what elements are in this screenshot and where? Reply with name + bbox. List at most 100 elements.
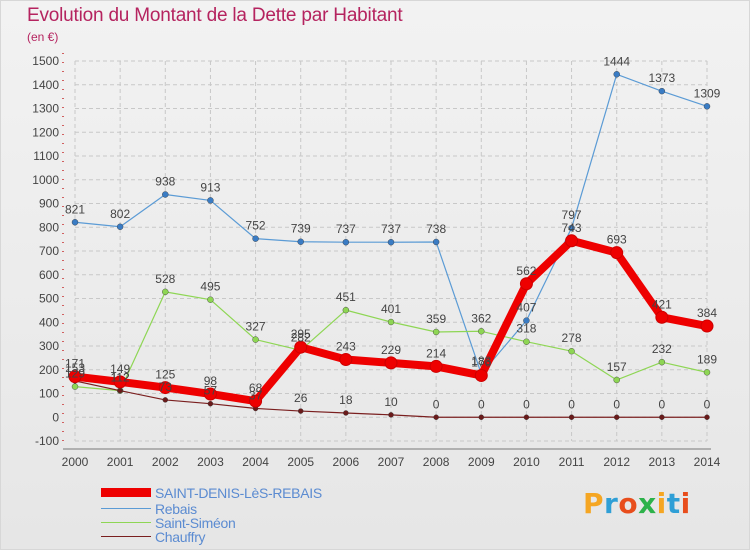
legend-label-saint-simeon: Saint-Siméon bbox=[155, 515, 236, 531]
point-saint-denis bbox=[384, 356, 398, 370]
y-tick-label: 500 bbox=[39, 292, 59, 306]
data-label-rebais: 821 bbox=[65, 202, 85, 216]
point-saint-denis bbox=[700, 319, 714, 333]
data-label-chauffry: 153 bbox=[65, 361, 85, 375]
x-tick-label: 2003 bbox=[197, 455, 224, 469]
data-label-rebais: 938 bbox=[155, 174, 175, 188]
data-label-chauffry: 0 bbox=[433, 397, 440, 411]
logo-letter: x bbox=[638, 487, 657, 520]
data-label-saint-denis: 562 bbox=[516, 264, 536, 278]
point-chauffry bbox=[568, 414, 575, 420]
x-tick-label: 2002 bbox=[152, 455, 179, 469]
data-label-chauffry: 0 bbox=[568, 397, 575, 411]
proxiti-logo: Proxiti bbox=[583, 487, 691, 520]
data-label-saint-simeon: 129 bbox=[65, 367, 85, 381]
data-label-chauffry: 73 bbox=[159, 380, 173, 394]
data-label-rebais: 797 bbox=[562, 208, 582, 222]
point-chauffry bbox=[207, 401, 214, 407]
point-saint-denis bbox=[474, 368, 488, 382]
point-saint-denis bbox=[655, 310, 669, 324]
x-tick-label: 2007 bbox=[378, 455, 405, 469]
data-label-saint-denis: 693 bbox=[607, 233, 627, 247]
y-tick-label: 700 bbox=[39, 244, 59, 258]
point-chauffry bbox=[614, 414, 620, 420]
point-chauffry bbox=[478, 414, 484, 420]
logo-letter: i bbox=[680, 487, 691, 520]
data-label-saint-simeon: 278 bbox=[562, 331, 582, 345]
logo-letter: t bbox=[666, 487, 681, 520]
x-tick-label: 2001 bbox=[107, 455, 134, 469]
legend-swatch-chauffry bbox=[101, 536, 151, 537]
data-label-rebais: 407 bbox=[516, 301, 536, 315]
point-rebais bbox=[658, 87, 666, 95]
chart-subtitle: (en €) bbox=[27, 30, 59, 44]
legend-label-saint-denis: SAINT-DENIS-LèS-REBAIS bbox=[155, 485, 322, 501]
legend-label-chauffry: Chauffry bbox=[155, 529, 206, 545]
point-rebais bbox=[568, 224, 575, 232]
point-saint-simeon bbox=[342, 306, 350, 314]
x-tick-label: 2013 bbox=[649, 455, 676, 469]
axes: -100010020030040050060070080090010001100… bbox=[32, 53, 721, 469]
point-saint-denis bbox=[68, 370, 82, 384]
point-saint-denis bbox=[339, 353, 353, 367]
y-tick-label: 800 bbox=[39, 220, 59, 234]
data-label-chauffry: 0 bbox=[478, 397, 485, 411]
point-chauffry bbox=[433, 414, 439, 420]
data-label-saint-simeon: 362 bbox=[471, 311, 491, 325]
x-tick-label: 2011 bbox=[559, 455, 585, 469]
data-label-saint-denis: 421 bbox=[652, 297, 672, 311]
legend-swatch-saint-simeon bbox=[101, 522, 151, 523]
data-label-saint-simeon: 157 bbox=[607, 360, 627, 374]
point-saint-denis bbox=[610, 246, 624, 260]
data-label-rebais: 802 bbox=[110, 207, 130, 221]
data-label-saint-denis: 176 bbox=[471, 355, 491, 369]
y-tick-label: 200 bbox=[39, 363, 59, 377]
x-tick-label: 2006 bbox=[333, 455, 360, 469]
x-tick-label: 2012 bbox=[603, 455, 630, 469]
data-label-rebais: 737 bbox=[336, 222, 356, 236]
y-tick-label: 1200 bbox=[32, 125, 59, 139]
data-label-rebais: 737 bbox=[381, 222, 401, 236]
point-saint-denis bbox=[249, 394, 263, 408]
data-label-rebais: 183 bbox=[471, 354, 491, 368]
logo-letter: o bbox=[618, 487, 639, 520]
data-label-chauffry: 0 bbox=[704, 397, 711, 411]
data-label-rebais: 752 bbox=[246, 219, 266, 233]
data-label-saint-simeon: 189 bbox=[697, 352, 717, 366]
y-tick-label: 100 bbox=[39, 387, 59, 401]
point-chauffry bbox=[298, 408, 304, 414]
data-label-chauffry: 18 bbox=[339, 393, 353, 407]
point-saint-simeon bbox=[703, 369, 711, 376]
x-tick-label: 2008 bbox=[423, 455, 450, 469]
point-rebais bbox=[252, 235, 259, 242]
data-label-saint-simeon: 232 bbox=[652, 342, 672, 356]
data-label-saint-denis: 214 bbox=[426, 346, 446, 360]
series bbox=[68, 71, 714, 420]
data-label-saint-simeon: 282 bbox=[291, 330, 311, 344]
logo-letter: P bbox=[583, 487, 605, 520]
y-tick-label: 400 bbox=[39, 315, 59, 329]
data-label-saint-denis: 743 bbox=[562, 221, 582, 235]
point-rebais bbox=[297, 238, 304, 245]
legend-swatch-rebais bbox=[101, 508, 151, 509]
point-saint-simeon bbox=[613, 376, 620, 384]
point-saint-simeon bbox=[432, 328, 440, 336]
data-label-saint-denis: 68 bbox=[249, 381, 263, 395]
point-rebais bbox=[703, 103, 711, 110]
data-labels: 821 802 938 913 752 739 737 737 738 183 407 797 1444… bbox=[65, 54, 721, 411]
point-saint-simeon bbox=[162, 288, 169, 296]
data-label-chauffry: 0 bbox=[523, 397, 530, 411]
legend-swatch-saint-denis bbox=[101, 488, 151, 497]
data-label-saint-simeon: 318 bbox=[516, 322, 536, 336]
point-saint-denis bbox=[113, 375, 127, 389]
data-label-saint-denis: 384 bbox=[697, 306, 717, 320]
data-label-saint-denis: 125 bbox=[155, 368, 175, 382]
data-label-saint-simeon: 112 bbox=[111, 371, 130, 385]
point-saint-denis bbox=[565, 234, 579, 248]
data-label-saint-simeon: 359 bbox=[426, 312, 446, 326]
data-label-rebais: 1309 bbox=[694, 86, 721, 100]
x-tick-label: 2004 bbox=[242, 455, 269, 469]
data-label-saint-denis: 243 bbox=[336, 340, 356, 354]
y-tick-label: 1400 bbox=[32, 78, 59, 92]
y-tick-label: 900 bbox=[39, 197, 59, 211]
